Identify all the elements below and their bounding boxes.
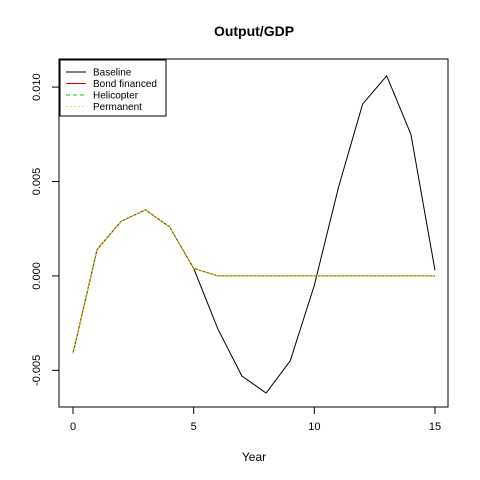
series-layer bbox=[72, 74, 436, 394]
y-tick-label: 0.005 bbox=[31, 168, 43, 196]
x-axis-label: Year bbox=[242, 450, 266, 464]
y-tick-label: -0.005 bbox=[31, 355, 43, 386]
x-tick-label: 15 bbox=[429, 421, 441, 433]
chart-title: Output/GDP bbox=[214, 23, 294, 39]
legend-label: Bond financed bbox=[93, 79, 157, 90]
series-line-helicopter bbox=[72, 209, 435, 354]
y-tick-label: 0.010 bbox=[31, 73, 43, 101]
legend-label: Helicopter bbox=[93, 91, 139, 102]
series-line-baseline bbox=[72, 74, 436, 394]
legend-box bbox=[59, 59, 167, 117]
y-axis: -0.005 0.000 0.005 0.010 bbox=[31, 73, 60, 386]
legend-label: Permanent bbox=[93, 102, 142, 113]
x-tick-label: 0 bbox=[70, 421, 76, 433]
x-tick-label: 10 bbox=[308, 421, 320, 433]
x-tick-label: 5 bbox=[191, 421, 197, 433]
x-axis: 0 5 10 15 bbox=[70, 406, 441, 433]
y-tick-label: 0.000 bbox=[31, 262, 43, 290]
series-line-permanent bbox=[72, 209, 435, 354]
series-line-bond-financed bbox=[72, 209, 435, 354]
legend-label: Baseline bbox=[93, 68, 132, 79]
